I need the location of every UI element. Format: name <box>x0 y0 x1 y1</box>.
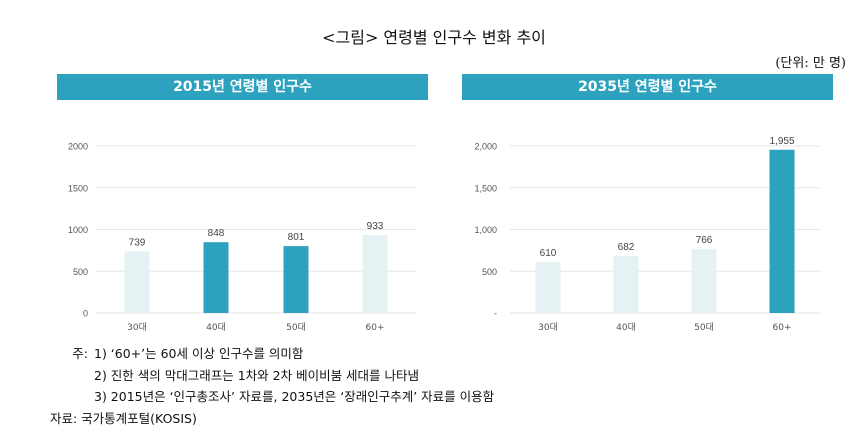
x-tick-label: 30대 <box>127 322 147 333</box>
x-tick-label: 50대 <box>286 322 306 333</box>
data-label: 682 <box>618 242 635 253</box>
y-tick-label: 1,000 <box>474 225 497 235</box>
data-label: 1,955 <box>769 136 794 147</box>
bar-30대 <box>535 262 561 313</box>
bar-60+ <box>769 149 795 313</box>
note-2: 2) 진한 색의 막대그래프는 1차와 2차 베이비붐 세대를 나타냄 <box>94 367 420 383</box>
y-tick-label: 1,500 <box>474 183 497 193</box>
bar-50대 <box>691 249 717 313</box>
x-tick-label: 40대 <box>206 322 226 333</box>
y-tick-label: 500 <box>482 267 497 277</box>
y-tick-label: 2000 <box>68 142 88 152</box>
figure-title: <그림> 연령별 인구수 변화 추이 <box>322 28 546 47</box>
notes: 주: 1) ‘60+’는 60세 이상 인구수를 의미함 2) 진한 색의 막대그… <box>50 343 495 429</box>
data-label: 739 <box>129 237 146 248</box>
data-label: 610 <box>540 248 557 259</box>
bar-50대 <box>283 246 309 313</box>
y-tick-label: 1500 <box>68 183 88 193</box>
note-1: 1) ‘60+’는 60세 이상 인구수를 의미함 <box>94 346 304 361</box>
y-tick-label: 1000 <box>68 225 88 235</box>
note-3: 3) 2015년은 ‘인구총조사’ 자료를, 2035년은 ‘장래인구추계’ 자… <box>94 389 495 404</box>
x-tick-label: 60+ <box>366 323 385 333</box>
x-tick-label: 30대 <box>538 322 558 333</box>
unit-label: (단위: 만 명) <box>775 56 846 71</box>
data-label: 933 <box>367 221 384 232</box>
chart-2015-title: 2015년 연령별 인구수 <box>57 74 428 100</box>
y-tick-label: - <box>494 309 497 319</box>
x-tick-label: 60+ <box>773 323 792 333</box>
data-label: 801 <box>288 232 305 243</box>
notes-prefix: 주: <box>72 346 88 361</box>
y-tick-label: 0 <box>83 309 88 319</box>
data-label: 848 <box>208 228 225 239</box>
bar-60+ <box>362 235 388 313</box>
x-tick-label: 40대 <box>616 322 636 333</box>
source: 자료: 국가통계포털(KOSIS) <box>50 410 197 426</box>
bar-40대 <box>203 242 229 313</box>
chart-2035-title: 2035년 연령별 인구수 <box>462 74 833 100</box>
y-tick-label: 500 <box>73 267 88 277</box>
y-tick-label: 2,000 <box>474 142 497 152</box>
x-tick-label: 50대 <box>694 322 714 333</box>
bar-30대 <box>124 251 150 313</box>
data-label: 766 <box>696 235 713 246</box>
bar-40대 <box>613 256 639 313</box>
